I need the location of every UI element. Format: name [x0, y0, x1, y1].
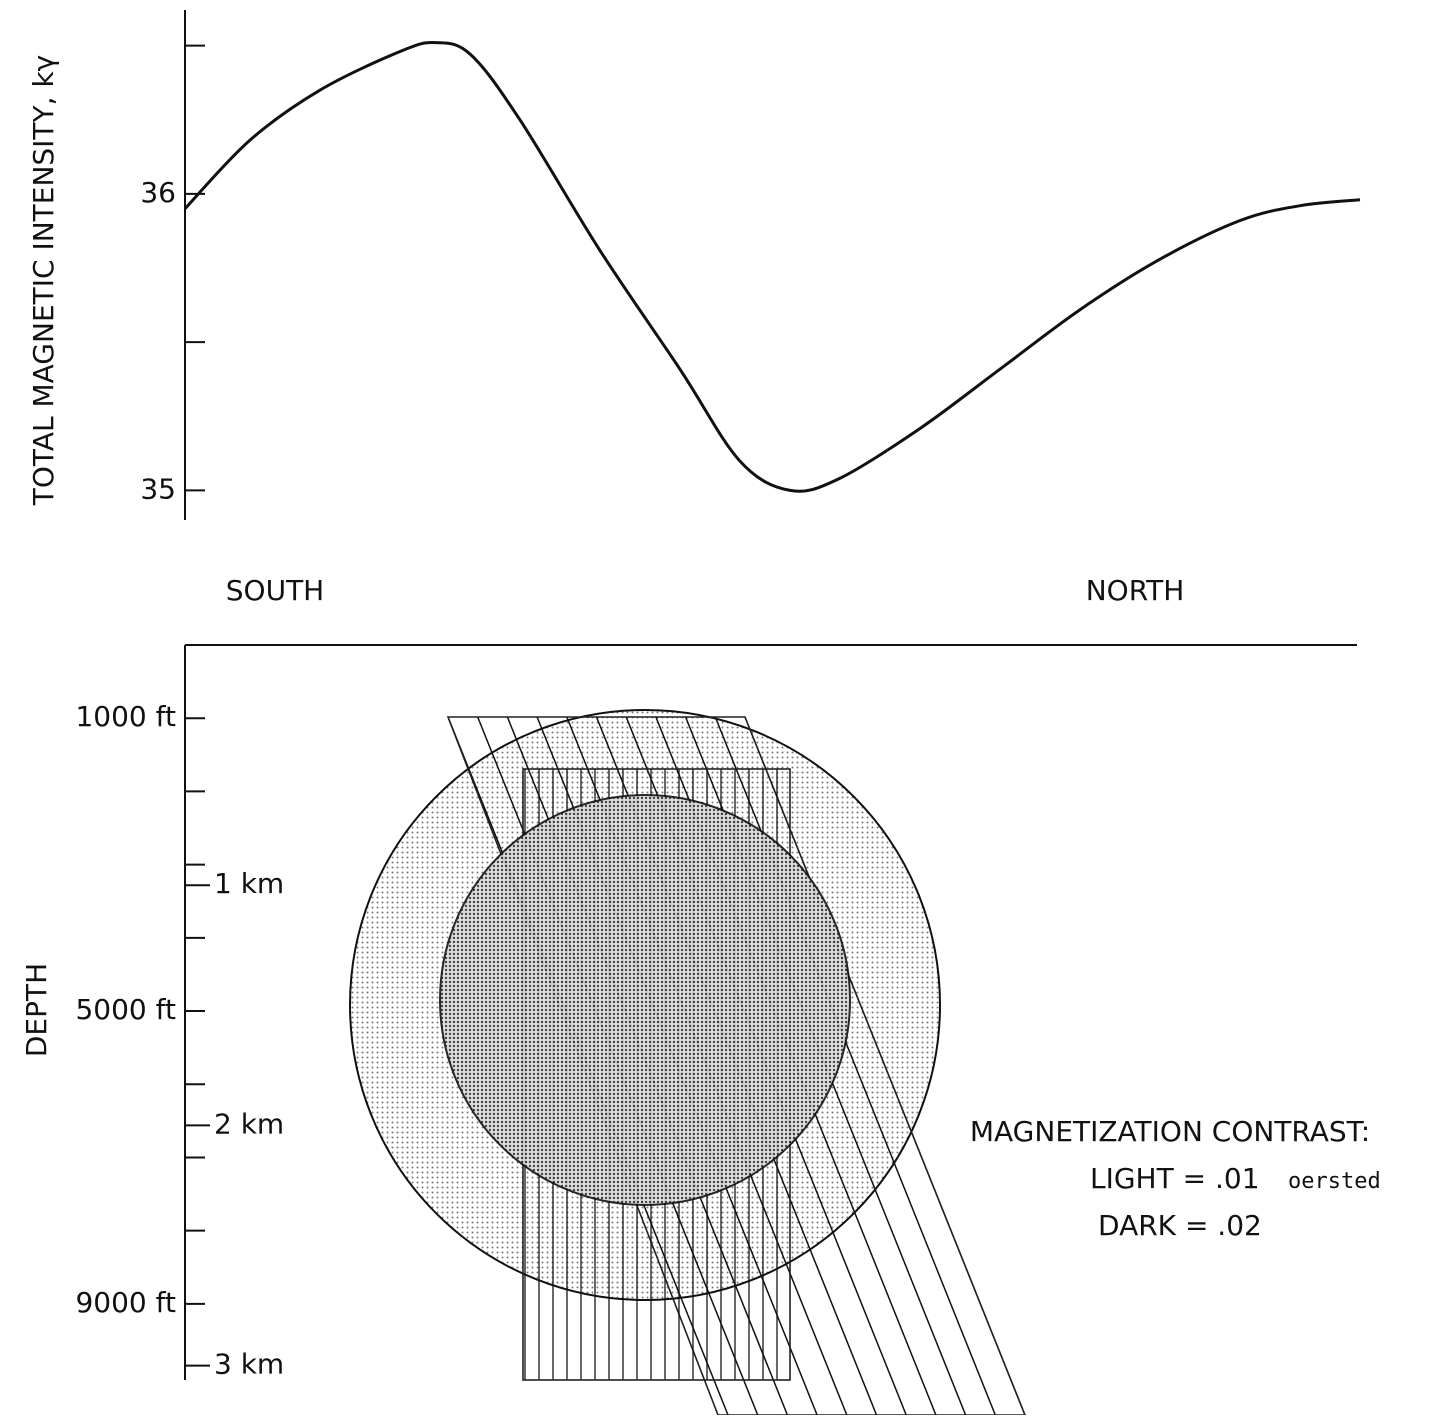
depth-tick-label: 1000 ft: [75, 700, 176, 733]
depth-tick-label: 9000 ft: [75, 1286, 176, 1319]
km-tick-label: 2 km: [214, 1107, 284, 1140]
km-tick-label: 1 km: [214, 867, 284, 900]
legend-light: LIGHT = .01: [1090, 1162, 1260, 1195]
y-axis-label: TOTAL MAGNETIC INTENSITY, kγ: [27, 55, 60, 506]
y-tick-label: 35: [140, 472, 176, 505]
depth-label: DEPTH: [20, 963, 53, 1057]
km-tick-label: 3 km: [214, 1348, 284, 1381]
section-bodies: [349, 709, 1027, 1416]
legend-dark: DARK = .02: [1098, 1209, 1262, 1242]
y-tick-label: 36: [140, 176, 176, 209]
profile-line: [183, 41, 1361, 493]
depth-tick-label: 5000 ft: [75, 993, 176, 1026]
legend-title: MAGNETIZATION CONTRAST:: [970, 1115, 1370, 1148]
legend-unit: oersted: [1288, 1169, 1381, 1194]
south-label: SOUTH: [226, 574, 324, 607]
north-label: NORTH: [1086, 574, 1185, 607]
